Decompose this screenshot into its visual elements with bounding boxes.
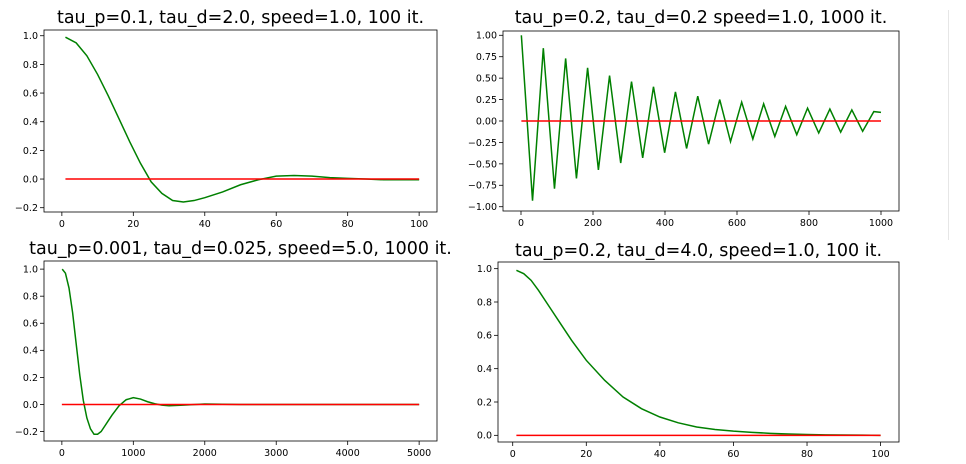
- y-tick-label: −0.2: [15, 427, 38, 438]
- x-tick-label: 400: [656, 218, 674, 229]
- y-tick-label: 0.0: [23, 174, 38, 185]
- axes-frame: [43, 29, 438, 213]
- axes-frame: [43, 260, 438, 442]
- subplot-title: tau_p=0.001, tau_d=0.025, speed=5.0, 100…: [29, 239, 452, 259]
- subplot-3: tau_p=0.001, tau_d=0.025, speed=5.0, 100…: [15, 239, 452, 459]
- subplot-4: tau_p=0.2, tau_d=4.0, speed=1.0, 100 it.…: [477, 241, 900, 460]
- y-tick-label: 0.8: [23, 60, 38, 71]
- y-tick-label: −0.50: [468, 159, 497, 170]
- y-tick-label: −0.75: [468, 181, 497, 192]
- y-tick-label: 0.6: [23, 88, 38, 99]
- y-tick-label: 0.50: [476, 74, 497, 85]
- y-tick-label: −1.00: [468, 202, 497, 213]
- y-tick-label: −0.2: [15, 203, 38, 214]
- x-tick-label: 200: [584, 218, 602, 229]
- y-tick-label: 0.2: [23, 146, 38, 157]
- response-line: [520, 35, 882, 201]
- x-tick-label: 600: [728, 218, 746, 229]
- y-tick-label: 0.4: [23, 117, 38, 128]
- response-line: [61, 268, 420, 435]
- x-tick-label: 3000: [264, 448, 288, 459]
- y-tick-label: 0.4: [477, 364, 492, 375]
- x-tick-label: 40: [199, 219, 211, 230]
- axes-frame: [497, 261, 900, 443]
- y-tick-label: 0.0: [477, 431, 492, 442]
- y-tick-label: 0.2: [477, 397, 492, 408]
- x-tick-label: 60: [727, 449, 739, 460]
- x-tick-label: 100: [872, 449, 890, 460]
- x-tick-label: 4000: [336, 448, 360, 459]
- x-tick-label: 0: [59, 219, 65, 230]
- y-tick-label: 1.00: [476, 31, 497, 42]
- subplot-1: tau_p=0.1, tau_d=2.0, speed=1.0, 100 it.…: [15, 8, 438, 230]
- x-tick-label: 100: [410, 219, 428, 230]
- x-tick-label: 0: [518, 218, 524, 229]
- subplot-title: tau_p=0.2, tau_d=4.0, speed=1.0, 100 it.: [515, 241, 882, 261]
- x-tick-label: 5000: [407, 448, 431, 459]
- x-tick-label: 0: [510, 449, 516, 460]
- y-tick-label: 0.25: [476, 95, 497, 106]
- y-tick-label: 0.8: [477, 297, 492, 308]
- x-tick-label: 20: [127, 219, 139, 230]
- y-tick-label: 1.0: [23, 265, 38, 276]
- y-tick-label: 0.4: [23, 346, 38, 357]
- x-tick-label: 0: [59, 448, 65, 459]
- x-tick-label: 80: [342, 219, 354, 230]
- y-tick-label: 0.0: [23, 400, 38, 411]
- y-tick-label: −0.25: [468, 138, 497, 149]
- x-tick-label: 1000: [869, 218, 893, 229]
- y-tick-label: 0.00: [476, 116, 497, 127]
- x-tick-label: 40: [654, 449, 666, 460]
- scrollbar-track: [948, 10, 949, 240]
- subplot-title: tau_p=0.2, tau_d=0.2 speed=1.0, 1000 it.: [515, 8, 888, 28]
- subplot-2: tau_p=0.2, tau_d=0.2 speed=1.0, 1000 it.…: [468, 8, 900, 229]
- response-line: [65, 36, 420, 203]
- y-tick-label: 1.0: [477, 264, 492, 275]
- x-tick-label: 800: [800, 218, 818, 229]
- y-tick-label: 0.6: [23, 319, 38, 330]
- x-tick-label: 1000: [121, 448, 145, 459]
- y-tick-label: 1.0: [23, 31, 38, 42]
- x-tick-label: 20: [580, 449, 592, 460]
- y-tick-label: 0.6: [477, 331, 492, 342]
- y-tick-label: 0.75: [476, 52, 497, 63]
- y-tick-label: 0.2: [23, 373, 38, 384]
- subplot-title: tau_p=0.1, tau_d=2.0, speed=1.0, 100 it.: [57, 8, 424, 28]
- y-tick-label: 0.8: [23, 292, 38, 303]
- x-tick-label: 80: [801, 449, 813, 460]
- response-line: [516, 269, 881, 437]
- x-tick-label: 60: [270, 219, 282, 230]
- x-tick-label: 2000: [193, 448, 217, 459]
